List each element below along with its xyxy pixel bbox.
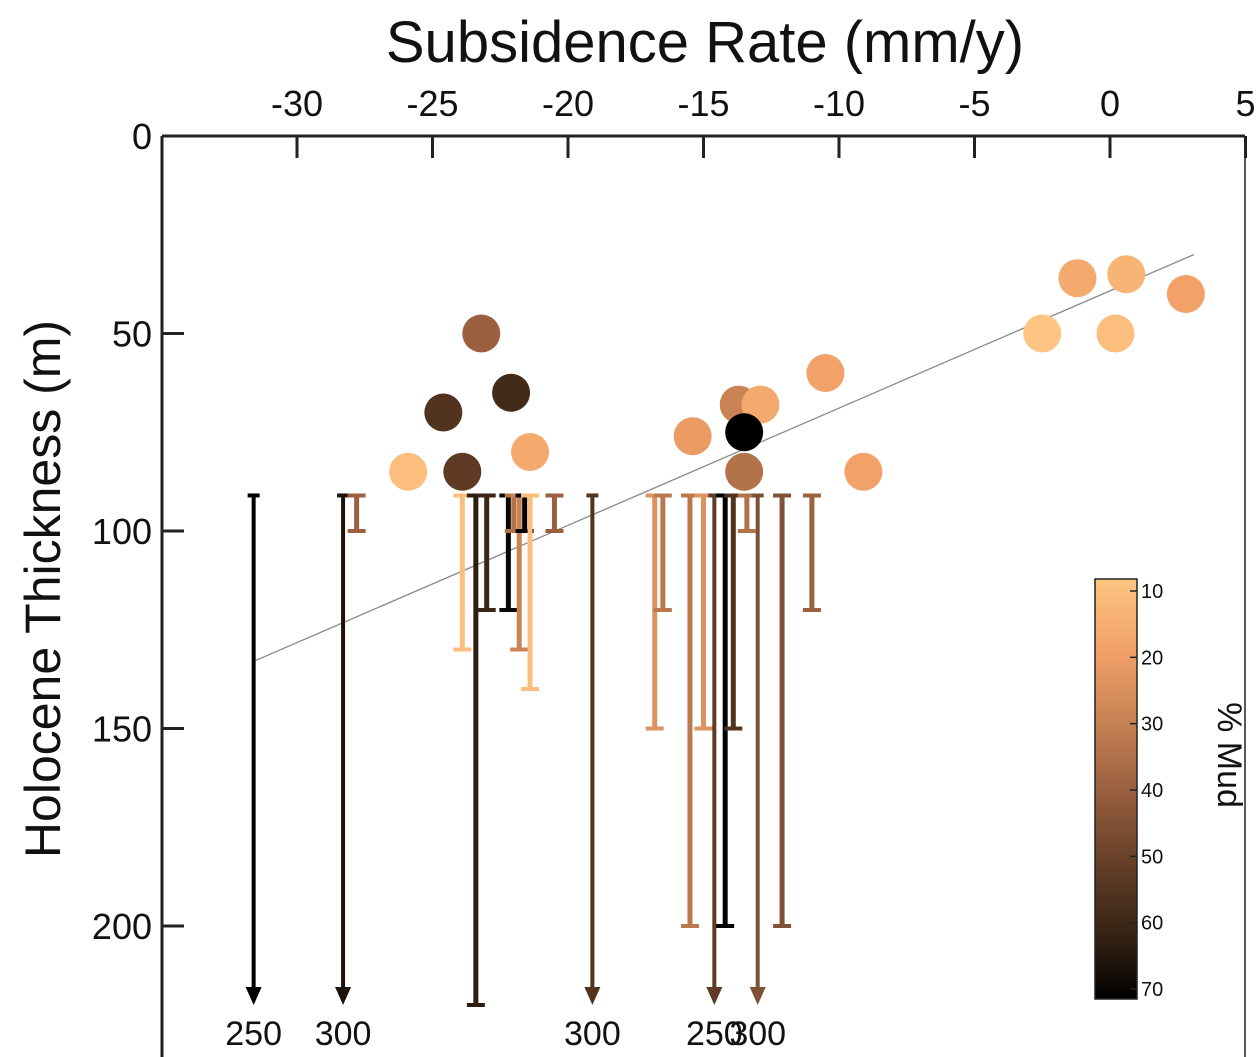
range-bar-arrow: [245, 987, 262, 1005]
x-tick-label: 0: [1100, 83, 1120, 124]
x-tick-label: -10: [813, 83, 865, 124]
y-axis-ticks: 0 50 100 150 200: [92, 116, 184, 947]
depth-annotation: 250: [225, 1015, 282, 1053]
data-point: [673, 417, 712, 456]
data-point: [844, 452, 883, 491]
colorbar-tick-label: 30: [1141, 714, 1163, 736]
depth-annotation: 300: [564, 1015, 621, 1053]
depth-annotation: 300: [729, 1015, 786, 1053]
data-point: [1166, 275, 1205, 313]
colorbar-scale: [1094, 578, 1138, 1000]
data-point: [1058, 259, 1097, 298]
data-point: [1107, 255, 1146, 294]
data-point: [1023, 314, 1062, 353]
x-tick-label: -30: [271, 83, 323, 124]
x-tick-label: -5: [958, 83, 990, 124]
data-point: [511, 433, 550, 471]
data-point: [725, 452, 764, 491]
data-point: [424, 393, 463, 432]
data-point: [725, 413, 764, 452]
depth-annotation: 300: [315, 1015, 372, 1053]
chart-title: Subsidence Rate (mm/y): [386, 10, 1024, 75]
data-point: [741, 385, 780, 424]
range-bar-arrow: [749, 987, 766, 1005]
y-tick-label: 150: [92, 709, 152, 750]
y-axis-label: Holocene Thickness (m): [15, 320, 71, 858]
range-bar-arrow: [335, 987, 352, 1005]
data-point: [492, 373, 531, 412]
range-bar-arrow: [706, 987, 723, 1005]
colorbar-tick-label: 60: [1141, 913, 1163, 935]
y-tick-label: 0: [132, 116, 152, 157]
colorbar-label: % Mud: [1210, 702, 1248, 808]
depth-annotation: 250: [686, 1015, 743, 1053]
colorbar-tick-label: 20: [1141, 647, 1163, 669]
data-points: [389, 255, 1205, 491]
y-tick-label: 100: [92, 511, 152, 552]
x-tick-label: 5: [1235, 83, 1255, 124]
data-point: [443, 452, 482, 491]
x-tick-label: -15: [677, 83, 729, 124]
range-bar-arrow: [584, 987, 601, 1005]
x-tick-label: -20: [542, 83, 594, 124]
y-tick-label: 200: [92, 906, 152, 947]
colorbar: 10 20 30 40 50 60 70: [1094, 578, 1163, 1001]
data-point: [462, 314, 501, 353]
x-tick-label: -25: [406, 83, 458, 124]
data-point: [389, 452, 428, 491]
colorbar-tick-label: 40: [1141, 780, 1163, 802]
colorbar-tick-label: 70: [1141, 979, 1163, 1001]
x-axis-ticks: -30 -25 -20 -15 -10 -5 0 5: [271, 83, 1256, 158]
data-point: [806, 354, 845, 392]
y-tick-label: 50: [112, 314, 152, 355]
data-point: [1096, 314, 1135, 353]
colorbar-tick-label: 50: [1141, 846, 1163, 868]
colorbar-tick-label: 10: [1141, 581, 1163, 603]
